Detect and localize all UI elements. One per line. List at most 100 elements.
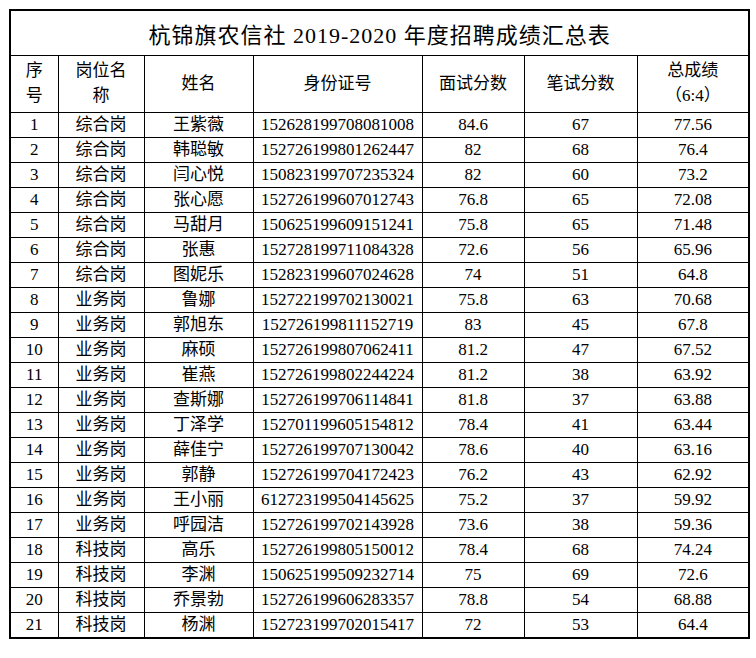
cell-interview-score: 78.4 [422, 538, 524, 563]
cell-written-score: 54 [524, 588, 637, 613]
cell-name: 乔景勃 [144, 588, 253, 613]
cell-interview-score: 75.2 [422, 488, 524, 513]
cell-no: 13 [10, 413, 58, 438]
cell-position: 业务岗 [58, 513, 144, 538]
cell-position: 科技岗 [58, 538, 144, 563]
cell-name: 闫心悦 [144, 163, 253, 188]
cell-written-score: 47 [524, 338, 637, 363]
column-header-interview-score: 面试分数 [422, 56, 524, 113]
cell-name: 郭旭东 [144, 313, 253, 338]
cell-name: 呼园洁 [144, 513, 253, 538]
cell-id-number: 152726199805150012 [253, 538, 422, 563]
cell-written-score: 65 [524, 213, 637, 238]
cell-total-score: 65.96 [637, 238, 749, 263]
cell-position: 业务岗 [58, 363, 144, 388]
cell-id-number: 150625199509232714 [253, 563, 422, 588]
cell-total-score: 74.24 [637, 538, 749, 563]
table-row: 17业务岗呼园洁15272619970214392873.63859.36 [10, 513, 749, 538]
cell-interview-score: 72.6 [422, 238, 524, 263]
cell-position: 综合岗 [58, 213, 144, 238]
cell-no: 17 [10, 513, 58, 538]
column-header-position: 岗位名 称 [58, 56, 144, 113]
cell-interview-score: 75 [422, 563, 524, 588]
table-row: 5综合岗马甜月15062519960915124175.86571.48 [10, 213, 749, 238]
table-row: 13业务岗丁泽学15270119960515481278.44163.44 [10, 413, 749, 438]
cell-interview-score: 81.2 [422, 338, 524, 363]
cell-interview-score: 74 [422, 263, 524, 288]
column-header-name: 姓名 [144, 56, 253, 113]
cell-no: 21 [10, 613, 58, 639]
cell-interview-score: 75.8 [422, 288, 524, 313]
cell-written-score: 43 [524, 463, 637, 488]
cell-id-number: 152726199801262447 [253, 138, 422, 163]
table-row: 16业务岗王小丽61272319950414562575.23759.92 [10, 488, 749, 513]
cell-position: 业务岗 [58, 338, 144, 363]
table-row: 20科技岗乔景勃15272619960628335778.85468.88 [10, 588, 749, 613]
cell-interview-score: 78.4 [422, 413, 524, 438]
cell-total-score: 59.92 [637, 488, 749, 513]
cell-name: 郭静 [144, 463, 253, 488]
table-row: 19科技岗李渊150625199509232714756972.6 [10, 563, 749, 588]
cell-no: 9 [10, 313, 58, 338]
cell-name: 张惠 [144, 238, 253, 263]
cell-no: 6 [10, 238, 58, 263]
cell-no: 7 [10, 263, 58, 288]
cell-name: 韩聪敏 [144, 138, 253, 163]
cell-position: 科技岗 [58, 588, 144, 613]
cell-written-score: 41 [524, 413, 637, 438]
cell-total-score: 62.92 [637, 463, 749, 488]
table-row: 6综合岗张惠15272819971108432872.65665.96 [10, 238, 749, 263]
cell-total-score: 64.4 [637, 613, 749, 639]
cell-written-score: 56 [524, 238, 637, 263]
cell-name: 图妮乐 [144, 263, 253, 288]
cell-no: 15 [10, 463, 58, 488]
cell-position: 综合岗 [58, 188, 144, 213]
cell-interview-score: 75.8 [422, 213, 524, 238]
cell-position: 综合岗 [58, 113, 144, 138]
cell-no: 19 [10, 563, 58, 588]
cell-total-score: 76.4 [637, 138, 749, 163]
cell-total-score: 67.8 [637, 313, 749, 338]
table-row: 15业务岗郭静15272619970417242376.24362.92 [10, 463, 749, 488]
cell-written-score: 63 [524, 288, 637, 313]
cell-id-number: 152726199811152719 [253, 313, 422, 338]
cell-written-score: 37 [524, 388, 637, 413]
cell-interview-score: 81.8 [422, 388, 524, 413]
cell-name: 查斯娜 [144, 388, 253, 413]
cell-interview-score: 83 [422, 313, 524, 338]
table-row: 10业务岗麻硕15272619980706241181.24767.52 [10, 338, 749, 363]
cell-name: 李渊 [144, 563, 253, 588]
cell-name: 张心愿 [144, 188, 253, 213]
table-row: 12业务岗查斯娜15272619970611484181.83763.88 [10, 388, 749, 413]
cell-written-score: 60 [524, 163, 637, 188]
cell-id-number: 150625199609151241 [253, 213, 422, 238]
table-row: 8业务岗鲁娜15272219970213002175.86370.68 [10, 288, 749, 313]
cell-interview-score: 78.8 [422, 588, 524, 613]
cell-interview-score: 82 [422, 163, 524, 188]
cell-total-score: 63.88 [637, 388, 749, 413]
cell-written-score: 37 [524, 488, 637, 513]
cell-position: 业务岗 [58, 313, 144, 338]
cell-name: 崔燕 [144, 363, 253, 388]
cell-interview-score: 82 [422, 138, 524, 163]
cell-interview-score: 78.6 [422, 438, 524, 463]
cell-id-number: 152726199802244224 [253, 363, 422, 388]
column-header-total-score: 总成绩 （6:4） [637, 56, 749, 113]
cell-name: 丁泽学 [144, 413, 253, 438]
cell-name: 薛佳宁 [144, 438, 253, 463]
table-row: 1综合岗王紫薇15262819970808100884.66777.56 [10, 113, 749, 138]
cell-no: 11 [10, 363, 58, 388]
cell-total-score: 59.36 [637, 513, 749, 538]
cell-id-number: 152628199708081008 [253, 113, 422, 138]
cell-id-number: 150823199707235324 [253, 163, 422, 188]
cell-no: 10 [10, 338, 58, 363]
cell-no: 3 [10, 163, 58, 188]
cell-total-score: 63.44 [637, 413, 749, 438]
cell-id-number: 152728199711084328 [253, 238, 422, 263]
cell-total-score: 63.16 [637, 438, 749, 463]
cell-position: 业务岗 [58, 388, 144, 413]
cell-written-score: 65 [524, 188, 637, 213]
cell-position: 综合岗 [58, 263, 144, 288]
cell-id-number: 152723199702015417 [253, 613, 422, 639]
cell-total-score: 72.08 [637, 188, 749, 213]
